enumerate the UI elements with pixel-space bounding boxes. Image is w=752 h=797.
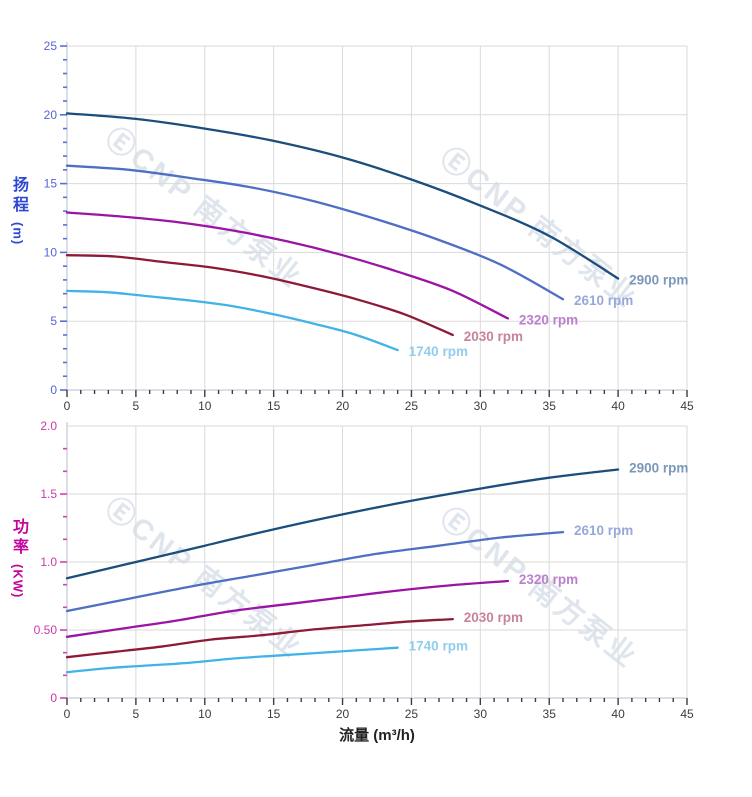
chart-1: 0 0.50 1.0 1.5 2.0 0 5 10 15 20 25 30 35 40 45 2900 rpm… xyxy=(34,419,694,721)
y-tick-label: 0 xyxy=(50,691,57,705)
y-tick-label: 5 xyxy=(50,314,57,328)
series-label-2320-rpm: 2320 rpm xyxy=(519,572,578,587)
x-tick-label: 25 xyxy=(405,399,419,413)
x-tick-label: 15 xyxy=(267,707,281,721)
x-tick-label: 35 xyxy=(543,707,557,721)
x-tick-label: 40 xyxy=(611,399,625,413)
x-tick-label: 25 xyxy=(405,707,419,721)
series-line-2030-rpm xyxy=(65,254,454,337)
y-axis-ticks xyxy=(60,447,67,699)
series-label-2900-rpm: 2900 rpm xyxy=(629,461,688,476)
power-axis-title-unit: (KW) xyxy=(10,564,26,599)
flow-axis-title: 流量 (m³/h) xyxy=(339,727,415,744)
gridlines xyxy=(67,425,688,698)
series-line-2610-rpm xyxy=(65,164,565,301)
x-tick-label: 10 xyxy=(198,707,212,721)
y-tick-label: 20 xyxy=(44,108,58,122)
series-label-2900-rpm: 2900 rpm xyxy=(629,273,688,288)
series-line-2030-rpm xyxy=(65,617,454,659)
y-tick-label: 25 xyxy=(44,39,58,53)
x-tick-label: 20 xyxy=(336,399,350,413)
x-tick-label: 10 xyxy=(198,399,212,413)
series-label-1740-rpm: 1740 rpm xyxy=(409,344,468,359)
series-label-2610-rpm: 2610 rpm xyxy=(574,523,633,538)
series-line-2900-rpm xyxy=(65,468,620,580)
y-axis-ticks xyxy=(60,45,67,391)
x-tick-label: 5 xyxy=(133,399,140,413)
x-axis-ticks xyxy=(66,390,688,397)
y-tick-label: 1.5 xyxy=(40,487,57,501)
x-tick-label: 5 xyxy=(133,707,140,721)
gridlines xyxy=(67,45,688,390)
series-line-2320-rpm xyxy=(65,211,510,320)
x-tick-label: 45 xyxy=(680,707,694,721)
axis-lines xyxy=(66,42,687,391)
y-tick-label: 0.50 xyxy=(34,623,58,637)
x-tick-label: 45 xyxy=(680,399,694,413)
axis-lines xyxy=(66,422,687,699)
series-label-2610-rpm: 2610 rpm xyxy=(574,293,633,308)
head-axis-title: 扬程 (m) xyxy=(6,176,30,245)
chart-0: 0 5 10 15 20 25 0 5 10 15 20 25 30 35 40 45 2900 rpm 2610… xyxy=(44,39,694,413)
y-tick-label: 2.0 xyxy=(40,419,57,433)
x-tick-label: 40 xyxy=(611,707,625,721)
y-tick-label: 10 xyxy=(44,245,58,259)
series-line-1740-rpm xyxy=(65,646,399,674)
head-axis-title-unit: (m) xyxy=(10,222,26,246)
series-label-2030-rpm: 2030 rpm xyxy=(464,329,523,344)
x-axis-ticks xyxy=(66,698,688,705)
y-tick-label: 1.0 xyxy=(40,555,57,569)
head-axis-title-text: 扬程 xyxy=(10,176,27,216)
x-tick-label: 20 xyxy=(336,707,350,721)
y-tick-label: 15 xyxy=(44,177,58,191)
power-axis-title-text: 功率 xyxy=(10,518,27,558)
x-tick-label: 30 xyxy=(474,707,488,721)
series-line-2900-rpm xyxy=(65,112,620,280)
x-tick-label: 0 xyxy=(64,399,71,413)
series-label-2030-rpm: 2030 rpm xyxy=(464,610,523,625)
x-tick-label: 15 xyxy=(267,399,281,413)
power-axis-title: 功率 (KW) xyxy=(6,518,30,598)
series-line-2320-rpm xyxy=(65,579,510,638)
series-line-2610-rpm xyxy=(65,530,565,613)
x-tick-label: 35 xyxy=(543,399,557,413)
series-line-1740-rpm xyxy=(65,289,399,352)
x-tick-label: 0 xyxy=(64,707,71,721)
series-label-2320-rpm: 2320 rpm xyxy=(519,312,578,327)
series-label-1740-rpm: 1740 rpm xyxy=(409,639,468,654)
x-tick-label: 30 xyxy=(474,399,488,413)
y-tick-label: 0 xyxy=(50,383,57,397)
